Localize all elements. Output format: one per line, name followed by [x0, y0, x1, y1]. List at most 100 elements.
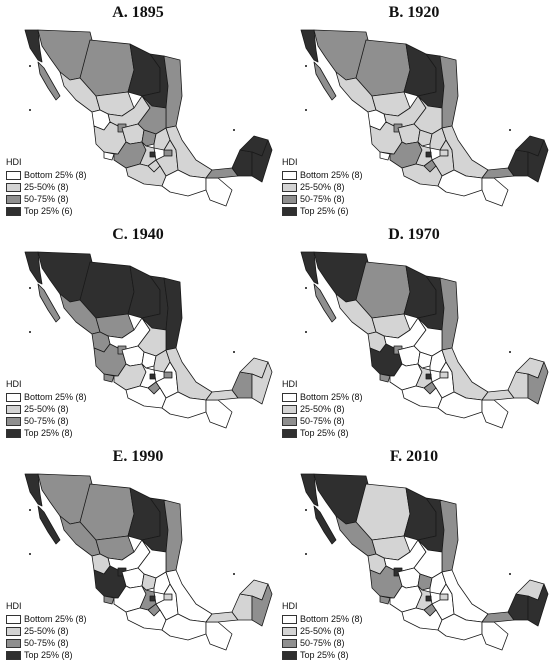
legend-swatch — [282, 206, 297, 216]
state-tab — [205, 167, 239, 179]
state-tla — [439, 371, 449, 379]
state-col — [379, 151, 391, 161]
state-gro — [125, 163, 167, 187]
hdi-legend: HDI Bottom 25% (8) 25-50% (8) 50-75% (8) Top… — [6, 600, 87, 661]
state-col — [379, 373, 391, 383]
legend-item: 50-75% (8) — [282, 637, 363, 649]
legend-swatch — [6, 404, 21, 414]
hdi-legend: HDI Bottom 25% (8) 25-50% (8) 50-75% (8) Top… — [282, 378, 363, 439]
legend-label: Top 25% (8) — [300, 428, 349, 438]
island-marker — [29, 331, 31, 333]
legend-label: 25-50% (8) — [24, 404, 69, 414]
legend-swatch — [282, 194, 297, 204]
legend-swatch — [282, 404, 297, 414]
state-que — [141, 129, 157, 147]
mexico-state-map — [24, 473, 273, 651]
legend-item: Bottom 25% (8) — [282, 391, 363, 403]
legend-item: 25-50% (8) — [282, 403, 363, 415]
hdi-legend: HDI Bottom 25% (8) 25-50% (8) 50-75% (8) Top… — [6, 378, 87, 439]
legend-label: 25-50% (8) — [300, 404, 345, 414]
island-marker — [29, 109, 31, 111]
state-que — [417, 129, 433, 147]
legend-item: 50-75% (8) — [282, 193, 363, 205]
hdi-legend: HDI Bottom 25% (8) 25-50% (8) 50-75% (8) Top… — [282, 156, 363, 217]
state-qroo — [527, 583, 549, 627]
island-marker — [233, 573, 235, 575]
legend-label: 50-75% (8) — [300, 194, 345, 204]
mexico-state-map — [24, 251, 273, 429]
state-bcs — [37, 505, 61, 545]
legend-label: Top 25% (8) — [24, 650, 73, 660]
legend-swatch — [6, 416, 21, 426]
state-gro — [125, 607, 167, 631]
state-tla — [163, 593, 173, 601]
state-gro — [401, 163, 443, 187]
legend-swatch — [6, 638, 21, 648]
legend-title: HDI — [282, 379, 298, 389]
state-cam — [507, 149, 529, 177]
state-qroo — [251, 583, 273, 627]
state-tab — [205, 611, 239, 623]
legend-swatch — [6, 194, 21, 204]
legend-item: 25-50% (8) — [6, 403, 87, 415]
state-bcs — [313, 505, 337, 545]
island-marker — [305, 509, 307, 511]
state-col — [103, 151, 115, 161]
map-panel-1990: E. 1990 HDI Bottom 25% (8) 25-50% (8) 50-75… — [0, 444, 276, 666]
state-gto — [397, 345, 421, 367]
state-tab — [205, 389, 239, 401]
legend-label: Top 25% (6) — [300, 206, 349, 216]
legend-label: Bottom 25% (8) — [24, 392, 87, 402]
state-qroo — [527, 361, 549, 405]
state-cdmx — [149, 595, 156, 602]
legend-swatch — [282, 182, 297, 192]
legend-label: Top 25% (8) — [300, 650, 349, 660]
island-marker — [509, 129, 511, 131]
panel-title: C. 1940 — [112, 226, 164, 243]
mexico-state-map — [24, 29, 273, 207]
state-cam — [507, 593, 529, 621]
mexico-state-map — [300, 473, 549, 651]
legend-label: 50-75% (8) — [300, 416, 345, 426]
state-tab — [481, 611, 515, 623]
state-bcs — [37, 283, 61, 323]
legend-label: 25-50% (8) — [24, 182, 69, 192]
panel-title: E. 1990 — [112, 448, 164, 465]
map-panel-2010: F. 2010 HDI Bottom 25% (8) 25-50% (8) 50-75… — [276, 444, 552, 666]
state-col — [103, 373, 115, 383]
state-que — [141, 573, 157, 591]
state-tla — [163, 149, 173, 157]
state-gto — [121, 567, 145, 589]
state-col — [379, 595, 391, 605]
island-marker — [305, 65, 307, 67]
state-tab — [481, 167, 515, 179]
legend-label: 50-75% (8) — [24, 416, 69, 426]
legend-label: Bottom 25% (8) — [300, 392, 363, 402]
panel-title: F. 2010 — [389, 448, 439, 465]
island-marker — [233, 129, 235, 131]
legend-label: Top 25% (8) — [24, 428, 73, 438]
state-chs — [481, 621, 509, 651]
island-marker — [29, 553, 31, 555]
state-chs — [481, 177, 509, 207]
island-marker — [233, 351, 235, 353]
legend-label: Bottom 25% (8) — [24, 614, 87, 624]
state-cam — [231, 149, 253, 177]
island-marker — [509, 351, 511, 353]
legend-label: 50-75% (8) — [24, 638, 69, 648]
state-gto — [121, 345, 145, 367]
hdi-legend: HDI Bottom 25% (8) 25-50% (8) 50-75% (8) Top… — [282, 600, 363, 661]
map-panel-1895: A. 1895 HDI Bottom 25% (8) 25-50% (8) 50-75… — [0, 0, 276, 222]
island-marker — [29, 509, 31, 511]
state-tla — [439, 149, 449, 157]
map-panel-1970: D. 1970 HDI Bottom 25% (8) 25-50% (8) 50-75… — [276, 222, 552, 444]
panel-title: B. 1920 — [388, 4, 440, 21]
state-cdmx — [425, 595, 432, 602]
state-cam — [507, 371, 529, 399]
state-tla — [163, 371, 173, 379]
legend-swatch — [6, 170, 21, 180]
legend-label: Bottom 25% (8) — [300, 170, 363, 180]
legend-item: 50-75% (8) — [282, 415, 363, 427]
state-que — [417, 573, 433, 591]
legend-swatch — [6, 182, 21, 192]
